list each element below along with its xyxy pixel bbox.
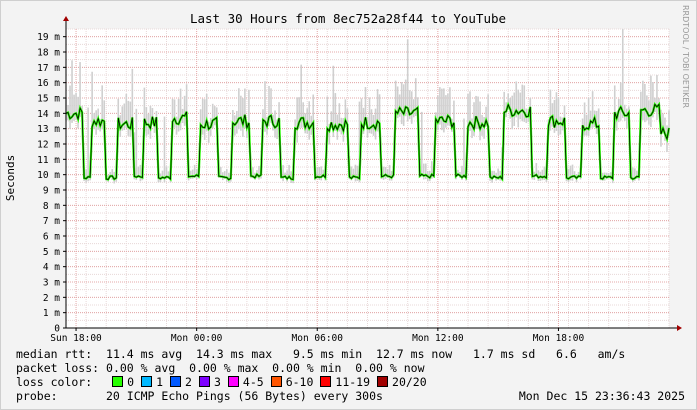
y-tick-label: 18 m <box>37 48 60 59</box>
y-tick-label: 6 m <box>43 232 60 243</box>
median-rtt-label: median rtt: <box>16 347 93 361</box>
packet-loss-label: packet loss: <box>16 361 100 375</box>
y-tick-label: 9 m <box>43 186 60 197</box>
packet-loss-values: 0.00 % avg 0.00 % max 0.00 % min 0.00 % … <box>99 361 425 375</box>
loss-color-value: 20/20 <box>392 375 427 389</box>
rrdtool-watermark: RRDTOOL / TOBI OETIKER <box>681 5 690 108</box>
loss-color-item: 20/20 <box>377 375 427 389</box>
loss-color-swatch <box>198 376 210 387</box>
y-tick-label: 12 m <box>37 140 60 151</box>
x-tick-label: Mon 06:00 <box>292 333 344 344</box>
y-tick-label: 4 m <box>43 262 60 273</box>
axes <box>63 16 682 331</box>
y-axis-label: Seconds <box>4 155 17 201</box>
loss-color-value: 11-19 <box>335 375 371 389</box>
y-tick-label: 10 m <box>37 170 60 181</box>
y-axis-ticks: 0 1 m 2 m 3 m 4 m 5 m 6 m 7 m 8 m 9 m 10 m 11 m 12 m… <box>37 32 66 335</box>
y-tick-label: 2 m <box>43 293 60 304</box>
y-tick-label: 11 m <box>37 155 60 166</box>
loss-color-swatch <box>170 376 182 387</box>
y-tick-label: 3 m <box>43 278 60 289</box>
y-tick-label: 5 m <box>43 247 60 258</box>
loss-color-item: 6-10 <box>270 375 314 389</box>
y-tick-label: 7 m <box>43 216 60 227</box>
y-tick-label: 14 m <box>37 109 60 120</box>
probe-value: 20 ICMP Echo Pings (56 Bytes) every 300s <box>57 389 383 403</box>
loss-color-label: loss color: <box>16 375 93 389</box>
x-tick-label: Mon 00:00 <box>171 333 223 344</box>
median-line <box>65 101 671 183</box>
y-tick-label: 13 m <box>37 124 60 135</box>
loss-color-swatch <box>227 376 239 387</box>
loss-color-value: 3 <box>213 375 221 389</box>
loss-color-value: 4-5 <box>242 375 264 389</box>
chart-title: Last 30 Hours from 8ec752a28f44 to YouTu… <box>190 11 506 26</box>
loss-color-value: 1 <box>156 375 164 389</box>
loss-color-swatch <box>320 376 332 387</box>
probe-label: probe: <box>16 389 58 403</box>
median-rtt-row: median rtt: 11.4 ms avg 14.3 ms max 9.5 … <box>16 347 625 361</box>
y-tick-label: 16 m <box>37 78 60 89</box>
y-tick-label: 0 <box>54 324 60 335</box>
loss-color-item: 1 <box>141 375 163 389</box>
loss-color-value: 6-10 <box>285 375 314 389</box>
loss-color-legend: 0 1 2 3 4-5 6-10 11-19 20/20 <box>112 375 433 389</box>
loss-color-row: loss color: 0 1 2 3 4-5 6-10 11-19 20/20 <box>16 375 434 389</box>
loss-color-swatch <box>141 376 153 387</box>
packet-loss-row: packet loss: 0.00 % avg 0.00 % max 0.00 … <box>16 361 425 375</box>
y-tick-label: 8 m <box>43 201 60 212</box>
y-tick-label: 19 m <box>37 32 60 43</box>
loss-color-item: 0 <box>112 375 134 389</box>
probe-row: probe: 20 ICMP Echo Pings (56 Bytes) eve… <box>16 389 383 403</box>
x-tick-label: Mon 18:00 <box>533 333 585 344</box>
loss-color-item: 11-19 <box>320 375 370 389</box>
loss-color-swatch <box>377 376 389 387</box>
x-tick-label: Sun 18:00 <box>50 333 102 344</box>
graph-date: Mon Dec 15 23:36:43 2025 <box>518 389 685 403</box>
loss-color-swatch <box>270 376 282 387</box>
loss-color-item: 3 <box>198 375 221 389</box>
loss-color-value: 0 <box>127 375 135 389</box>
x-axis-arrow <box>677 325 682 331</box>
median-rtt-line <box>65 103 670 181</box>
loss-color-value: 2 <box>185 375 192 389</box>
loss-color-item: 4-5 <box>227 375 264 389</box>
y-tick-label: 15 m <box>37 94 60 105</box>
x-tick-label: Mon 12:00 <box>412 333 464 344</box>
loss-color-item: 2 <box>170 375 192 389</box>
y-tick-label: 1 m <box>43 308 60 319</box>
y-axis-arrow <box>63 16 69 21</box>
median-rtt-values: 11.4 ms avg 14.3 ms max 9.5 ms min 12.7 … <box>92 347 626 361</box>
y-tick-label: 17 m <box>37 63 60 74</box>
loss-color-swatch <box>112 376 124 387</box>
